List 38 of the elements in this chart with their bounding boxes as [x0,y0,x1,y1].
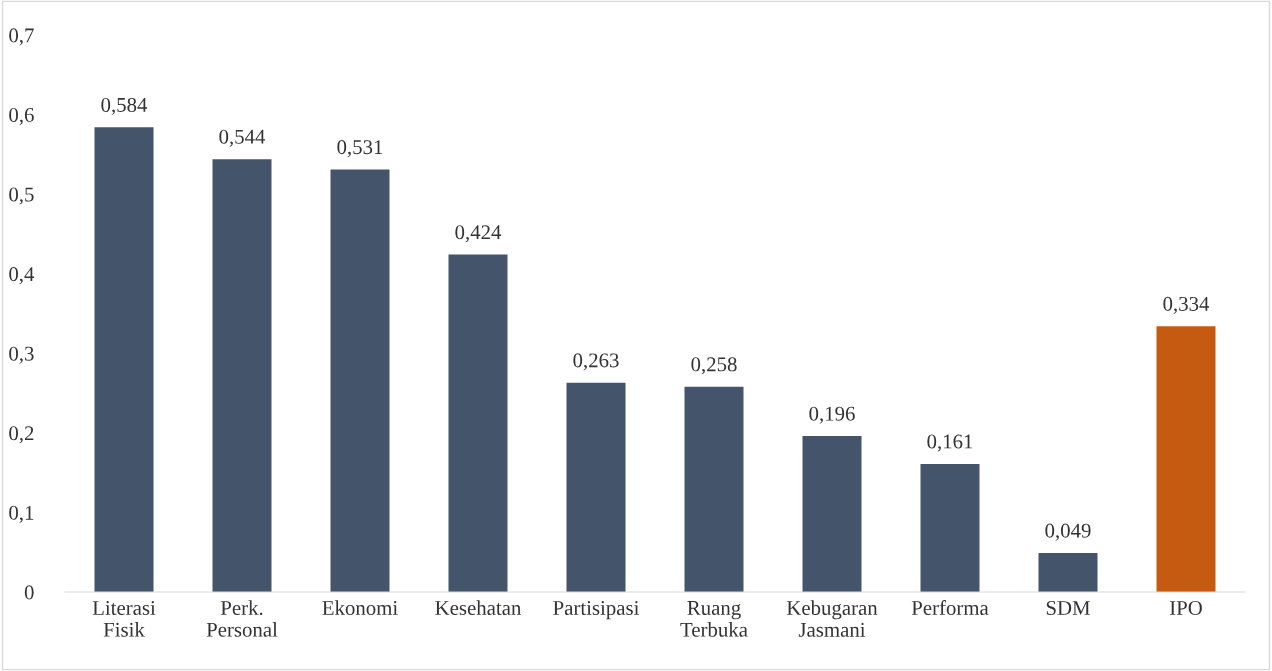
x-tick-label: Literasi Fisik [92,600,156,637]
x-tick-label: SDM [1046,600,1090,615]
data-label: 0,544 [219,129,266,147]
data-label: 0,424 [455,225,502,243]
bar [330,169,390,592]
bar [1156,326,1216,592]
x-tick-label: Partisipasi [553,600,639,620]
y-tick-label: 0,5 [9,187,34,205]
x-tick-label: Kebugaran Jasmani [786,600,878,637]
data-label: 0,049 [1045,523,1091,541]
data-label: 0,161 [927,434,973,452]
data-label: 0,258 [691,357,737,375]
data-label: 0,196 [809,406,855,424]
bar [566,382,626,592]
data-label: 0,531 [337,140,383,158]
data-label: 0,334 [1163,296,1210,314]
bar [802,436,862,592]
x-tick-label: IPO [1169,600,1202,615]
x-tick-label: Performa [911,600,989,615]
x-tick-label: Perk. Personal [206,600,278,637]
y-tick-label: 0,2 [9,426,34,444]
x-tick-label: Kesehatan [435,600,522,615]
data-label: 0,263 [573,353,619,371]
x-tick-label: Ruang Terbuka [680,601,748,637]
y-tick-label: 0,1 [9,505,34,523]
data-label: 0,584 [101,97,148,115]
bar [1038,553,1098,592]
bar [684,386,744,592]
x-tick-label: Ekonomi [322,600,398,615]
bar [94,127,154,592]
y-tick-label: 0,7 [9,28,34,46]
bar [448,254,508,592]
bar [920,463,980,592]
y-tick-label: 0 [24,585,34,600]
y-tick-label: 0,3 [9,346,34,364]
y-tick-label: 0,4 [9,267,35,285]
bar [212,159,272,592]
y-tick-label: 0,6 [9,107,34,125]
